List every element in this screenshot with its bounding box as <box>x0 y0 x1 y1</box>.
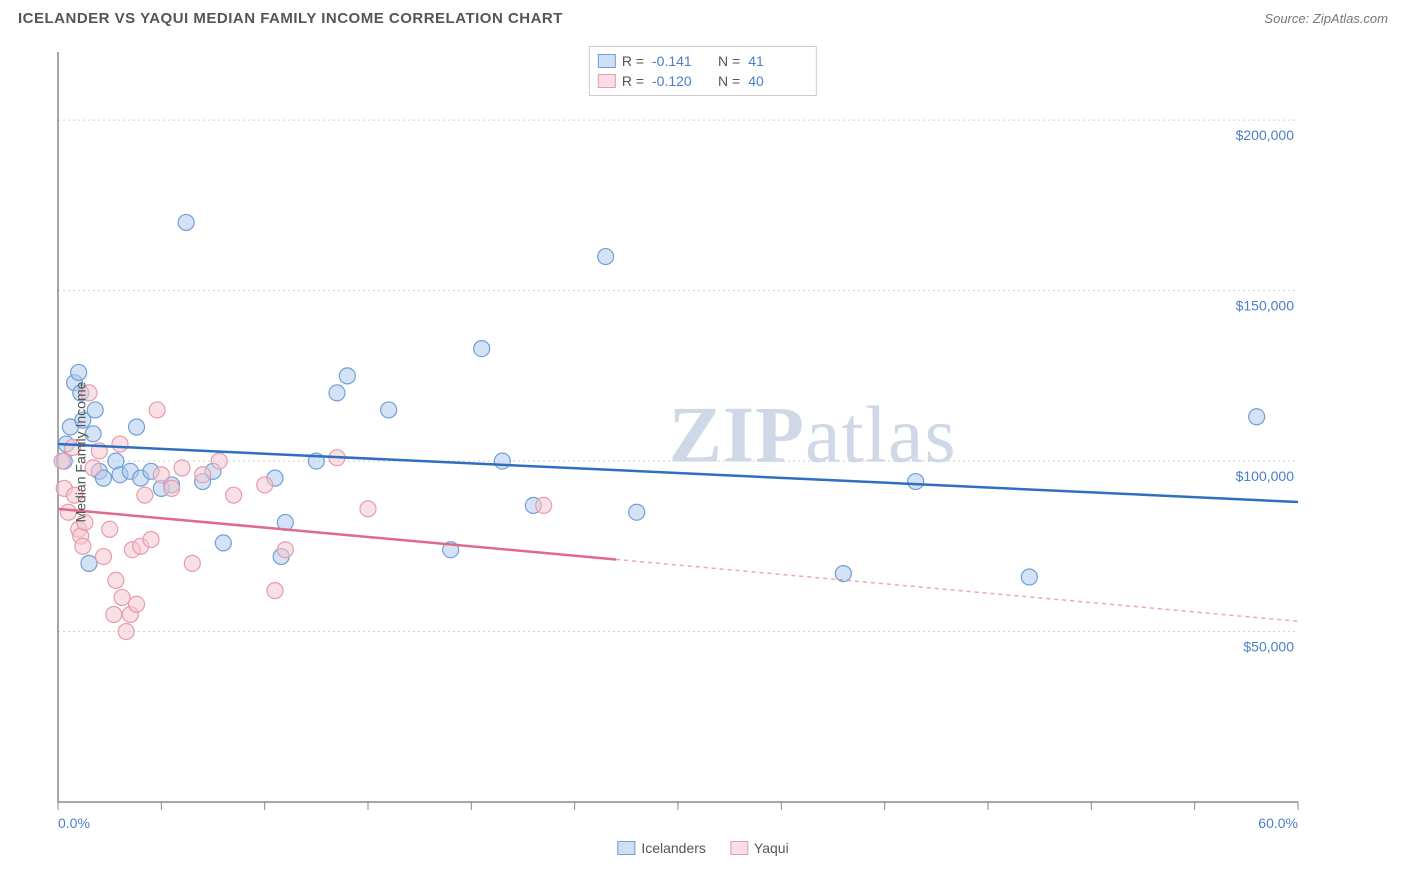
data-point-icelanders <box>129 419 145 435</box>
data-point-icelanders <box>81 555 97 571</box>
series-swatch-icelanders <box>617 841 635 855</box>
data-point-yaqui <box>174 460 190 476</box>
data-point-yaqui <box>114 589 130 605</box>
data-point-yaqui <box>118 624 134 640</box>
data-point-icelanders <box>1021 569 1037 585</box>
data-point-yaqui <box>54 453 70 469</box>
legend-swatch-icelanders <box>598 54 616 68</box>
data-point-icelanders <box>1249 409 1265 425</box>
legend-r-label: R = <box>622 53 644 69</box>
data-point-yaqui <box>153 467 169 483</box>
chart-title: ICELANDER VS YAQUI MEDIAN FAMILY INCOME … <box>18 10 563 27</box>
x-axis-max-label: 60.0% <box>1258 815 1298 831</box>
series-label-yaqui: Yaqui <box>754 840 789 856</box>
source-label: Source: <box>1264 11 1309 26</box>
legend-row-yaqui: R = -0.120 N = 40 <box>598 71 808 91</box>
data-point-icelanders <box>908 474 924 490</box>
y-gridline-label: $150,000 <box>1236 298 1295 314</box>
legend-r-value: -0.120 <box>652 73 702 89</box>
legend-row-icelanders: R = -0.141 N = 41 <box>598 51 808 71</box>
legend-n-value: 41 <box>748 53 798 69</box>
correlation-legend: R = -0.141 N = 41 R = -0.120 N = 40 <box>589 46 817 96</box>
data-point-yaqui <box>143 532 159 548</box>
data-point-yaqui <box>226 487 242 503</box>
data-point-yaqui <box>75 538 91 554</box>
data-point-icelanders <box>494 453 510 469</box>
chart-area: Median Family Income $50,000 $100,000 $150… <box>18 42 1388 862</box>
trendline-icelanders <box>58 444 1298 502</box>
data-point-icelanders <box>87 402 103 418</box>
data-point-yaqui <box>360 501 376 517</box>
legend-swatch-yaqui <box>598 74 616 88</box>
data-point-icelanders <box>835 566 851 582</box>
data-point-icelanders <box>71 364 87 380</box>
legend-n-label: N = <box>718 53 740 69</box>
data-point-yaqui <box>257 477 273 493</box>
data-point-icelanders <box>339 368 355 384</box>
data-point-yaqui <box>137 487 153 503</box>
data-point-yaqui <box>95 549 111 565</box>
data-point-icelanders <box>329 385 345 401</box>
trendline-dashed-yaqui <box>616 559 1298 621</box>
x-axis-min-label: 0.0% <box>58 815 90 831</box>
data-point-yaqui <box>149 402 165 418</box>
data-point-yaqui <box>536 497 552 513</box>
data-point-yaqui <box>129 596 145 612</box>
source-attribution: Source: ZipAtlas.com <box>1264 11 1388 26</box>
data-point-yaqui <box>195 467 211 483</box>
scatter-chart: $50,000 $100,000 $150,000 $200,000 0.0% 60.0% <box>18 42 1388 842</box>
data-point-icelanders <box>474 341 490 357</box>
series-swatch-yaqui <box>730 841 748 855</box>
data-point-icelanders <box>215 535 231 551</box>
data-point-icelanders <box>178 214 194 230</box>
data-point-yaqui <box>112 436 128 452</box>
data-point-yaqui <box>211 453 227 469</box>
data-point-icelanders <box>629 504 645 520</box>
series-legend-item-yaqui: Yaqui <box>730 840 789 856</box>
data-point-yaqui <box>106 607 122 623</box>
data-point-icelanders <box>598 249 614 265</box>
y-axis-label: Median Family Income <box>72 382 88 523</box>
legend-n-label: N = <box>718 73 740 89</box>
data-point-yaqui <box>164 480 180 496</box>
data-point-icelanders <box>381 402 397 418</box>
legend-r-label: R = <box>622 73 644 89</box>
data-point-yaqui <box>277 542 293 558</box>
source-name: ZipAtlas.com <box>1313 11 1388 26</box>
data-point-yaqui <box>267 583 283 599</box>
series-legend-item-icelanders: Icelanders <box>617 840 706 856</box>
legend-n-value: 40 <box>748 73 798 89</box>
y-gridline-label: $50,000 <box>1243 639 1294 655</box>
data-point-yaqui <box>184 555 200 571</box>
y-gridline-label: $200,000 <box>1236 127 1295 143</box>
y-gridline-label: $100,000 <box>1236 468 1295 484</box>
series-label-icelanders: Icelanders <box>641 840 706 856</box>
data-point-yaqui <box>102 521 118 537</box>
series-legend: Icelanders Yaqui <box>617 840 788 856</box>
data-point-yaqui <box>108 572 124 588</box>
legend-r-value: -0.141 <box>652 53 702 69</box>
